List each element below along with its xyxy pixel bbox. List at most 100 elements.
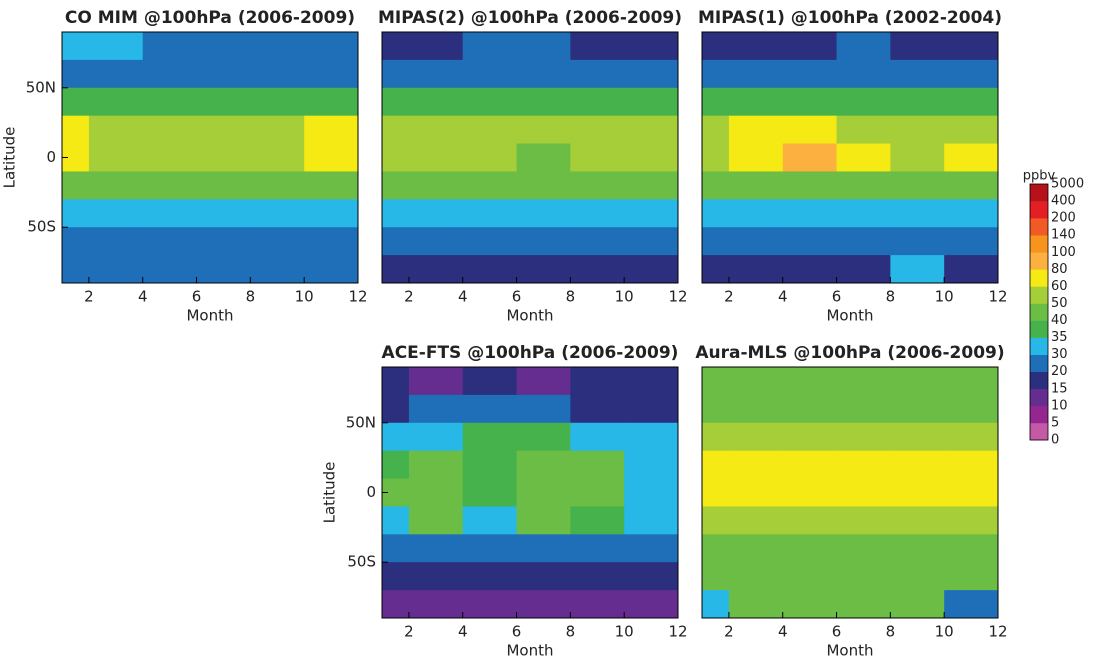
colorbar-tick-label: 5	[1051, 415, 1059, 430]
colorbar-label: ppbv	[1023, 169, 1056, 184]
x-tick-label: 12	[988, 623, 1007, 641]
contour-cell	[88, 87, 144, 117]
contour-cell	[408, 143, 464, 172]
contour-cell	[570, 590, 625, 618]
contour-cell	[196, 171, 251, 200]
contour-cell	[250, 59, 305, 89]
contour-cell	[570, 227, 625, 256]
colorbar-tick-label: 400	[1051, 194, 1076, 209]
colorbar-tick-label: 60	[1051, 279, 1068, 294]
contour-cell	[702, 143, 730, 172]
contour-cell	[624, 59, 678, 89]
x-tick-label: 4	[778, 288, 788, 306]
contour-cell	[782, 32, 838, 61]
contour-cell	[462, 115, 518, 145]
x-tick-label: 4	[458, 623, 468, 641]
contour-cell	[890, 115, 945, 145]
contour-cell	[516, 143, 571, 172]
colorbar-segment	[1030, 201, 1048, 219]
x-tick-label: 8	[886, 288, 896, 306]
contour-cell	[196, 227, 251, 256]
contour-cell	[408, 562, 464, 591]
contour-cell	[782, 422, 838, 452]
contour-cell	[462, 171, 518, 200]
contour-cell	[702, 255, 730, 283]
contour-cell	[728, 562, 784, 591]
contour-cell	[62, 87, 90, 117]
contour-cell	[408, 422, 464, 452]
contour-cell	[890, 255, 945, 283]
contour-cell	[836, 171, 891, 200]
x-tick-label: 6	[192, 288, 202, 306]
contour-cell	[196, 32, 251, 61]
contour-cell	[702, 32, 730, 61]
colorbar-tick-label: 40	[1051, 313, 1068, 328]
contour-cell	[250, 171, 305, 200]
x-tick-label: 6	[832, 288, 842, 306]
contour-cell	[728, 590, 784, 618]
x-tick-label: 10	[615, 288, 634, 306]
contour-cell	[570, 534, 625, 563]
contour-cell	[890, 590, 945, 618]
contour-cell	[382, 534, 410, 563]
x-axis-label: Month	[506, 642, 553, 660]
x-tick-label: 10	[295, 288, 314, 306]
contour-cell	[462, 32, 518, 61]
contour-cell	[304, 115, 358, 145]
contour-cell	[702, 367, 730, 396]
contour-cell	[250, 255, 305, 283]
contour-cell	[304, 171, 358, 200]
contour-cell	[702, 115, 730, 145]
contour-cell	[890, 506, 945, 535]
contour-cell	[944, 590, 998, 618]
contour-cell	[944, 367, 998, 396]
contour-cell	[702, 171, 730, 200]
contour-cell	[944, 422, 998, 452]
x-tick-label: 12	[668, 623, 687, 641]
contour-cell	[624, 450, 678, 480]
contour-cell	[728, 367, 784, 396]
x-tick-label: 2	[404, 623, 414, 641]
contour-cell	[836, 534, 891, 563]
contour-cell	[382, 590, 410, 618]
x-tick-label: 4	[458, 288, 468, 306]
colorbar-tick-label: 80	[1051, 262, 1068, 277]
y-axis-label: Latitude	[321, 462, 339, 524]
contour-cell	[944, 199, 998, 228]
contour-cell	[624, 227, 678, 256]
x-tick-label: 8	[246, 288, 256, 306]
contour-cell	[944, 59, 998, 89]
y-tick-label: 0	[46, 148, 56, 166]
contour-cell	[836, 422, 891, 452]
contour-cell	[890, 171, 945, 200]
contour-cell	[728, 534, 784, 563]
x-axis-label: Month	[826, 307, 873, 325]
contour-cell	[702, 450, 730, 480]
contour-cell	[570, 394, 625, 424]
contour-cell	[382, 450, 410, 480]
contour-cell	[728, 171, 784, 200]
contour-cell	[570, 478, 625, 507]
contour-cell	[462, 450, 518, 480]
contour-cell	[516, 534, 571, 563]
colorbar-tick-label: 0	[1051, 433, 1059, 448]
colorbar-segment	[1030, 252, 1048, 270]
plot-frame	[701, 31, 999, 284]
contour-cell	[836, 562, 891, 591]
contour-cell	[382, 87, 410, 117]
contour-cell	[890, 450, 945, 480]
contour-cell	[782, 450, 838, 480]
contour-cell	[408, 534, 464, 563]
contour-cell	[782, 115, 838, 145]
contour-cell	[944, 394, 998, 424]
contour-cell	[570, 367, 625, 396]
x-tick-label: 4	[138, 288, 148, 306]
contour-cell	[88, 32, 144, 61]
cells	[382, 367, 678, 618]
contour-cell	[408, 255, 464, 283]
y-tick-label: 0	[366, 483, 376, 501]
x-tick-label: 10	[935, 623, 954, 641]
contour-cell	[570, 562, 625, 591]
colorbar-tick-label: 20	[1051, 364, 1068, 379]
contour-cell	[516, 255, 571, 283]
